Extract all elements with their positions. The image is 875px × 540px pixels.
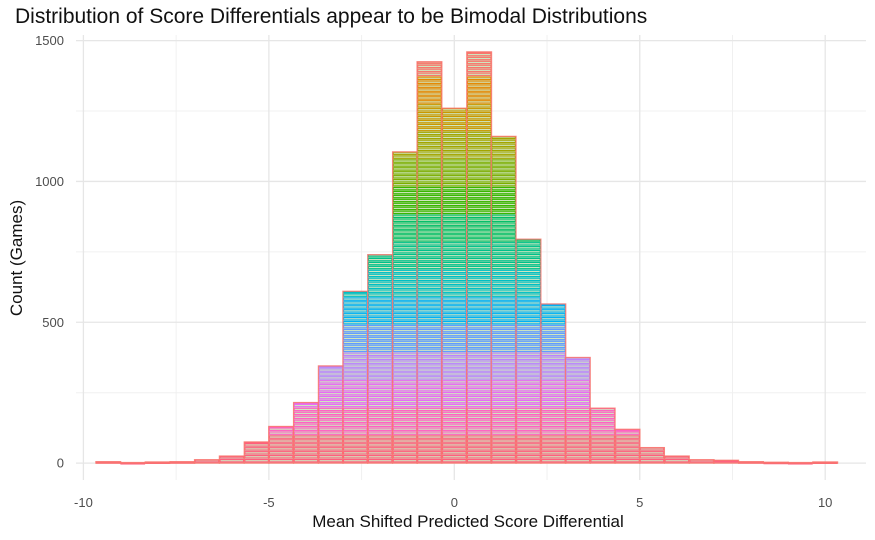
x-tick-label: -10 (74, 495, 93, 510)
histogram-bar (812, 461, 839, 464)
x-axis-label: Mean Shifted Predicted Score Differentia… (312, 512, 624, 531)
histogram-bar (416, 61, 443, 464)
histogram-bar (391, 151, 419, 464)
histogram-bars (95, 51, 839, 465)
y-axis-label: Count (Games) (7, 200, 26, 316)
histogram-bar (540, 303, 567, 464)
histogram-bar (218, 455, 245, 464)
x-tick-label: -5 (263, 495, 275, 510)
x-tick-label: 10 (818, 495, 832, 510)
y-tick-label: 1500 (35, 33, 64, 48)
x-tick-label: 5 (636, 495, 643, 510)
histogram-bar (638, 446, 666, 464)
x-axis-ticks: -10 -5 0 5 10 (74, 495, 832, 510)
histogram-bar (144, 461, 171, 464)
y-tick-label: 1000 (35, 174, 64, 189)
y-tick-label: 0 (57, 456, 64, 471)
histogram-bar (119, 461, 146, 465)
histogram-bar (663, 455, 690, 464)
histogram-bar (95, 461, 122, 464)
histogram-bar (466, 51, 493, 464)
histogram-bar (243, 441, 270, 464)
histogram-bar (441, 107, 468, 464)
histogram-bar (292, 401, 319, 464)
histogram-bar (614, 428, 641, 464)
x-tick-label: 0 (451, 495, 458, 510)
histogram-bar (688, 459, 715, 464)
y-tick-label: 500 (42, 315, 64, 330)
chart-title: Distribution of Score Differentials appe… (15, 5, 648, 28)
histogram-bar (713, 459, 740, 464)
histogram-bar (589, 407, 616, 464)
y-axis-ticks: 0 500 1000 1500 (35, 33, 64, 470)
histogram-bar (515, 238, 542, 464)
histogram-bar (342, 290, 369, 464)
histogram-bar (193, 459, 220, 464)
histogram-bar (738, 461, 765, 464)
histogram-bar (762, 461, 789, 465)
histogram-bar (367, 254, 394, 464)
histogram-bar (317, 365, 344, 464)
histogram-bar (787, 461, 814, 465)
histogram-bar (564, 356, 591, 464)
histogram-bar (268, 425, 295, 464)
histogram-bar (490, 135, 517, 464)
histogram-bar (169, 461, 196, 464)
